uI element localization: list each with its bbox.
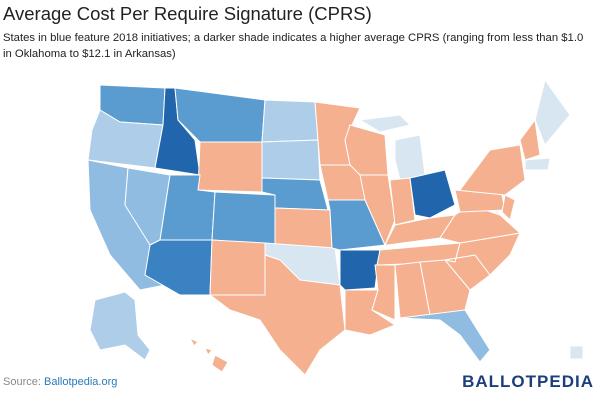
- state: [371, 264, 396, 321]
- state: [358, 114, 411, 133]
- state: [534, 78, 571, 146]
- state: [359, 174, 396, 247]
- state: [204, 347, 213, 356]
- state: [209, 239, 266, 296]
- state: [261, 99, 319, 143]
- state: [501, 194, 516, 221]
- state: [188, 336, 199, 347]
- state: [89, 291, 151, 361]
- source-link[interactable]: Ballotpedia.org: [43, 376, 118, 388]
- state: [211, 191, 276, 246]
- source-label: Source:: [3, 376, 41, 388]
- state: [409, 169, 456, 219]
- state: [519, 118, 541, 161]
- state: [208, 254, 346, 376]
- title: Average Cost Per Require Signature (CPRS…: [3, 3, 372, 24]
- state: [197, 141, 263, 193]
- state: [419, 259, 471, 316]
- state: [454, 144, 526, 196]
- state: [211, 354, 229, 373]
- state: [399, 309, 491, 363]
- states: [87, 78, 584, 376]
- state: [274, 207, 333, 249]
- logo: BALLOTPEDIA: [462, 372, 594, 391]
- state: [439, 204, 522, 244]
- state: [339, 249, 381, 291]
- subtitle: States in blue feature 2018 initiatives;…: [3, 32, 584, 60]
- state: [569, 345, 584, 360]
- state: [389, 177, 416, 226]
- source: Source: Ballotpedia.org: [3, 376, 117, 388]
- state: [261, 139, 321, 181]
- state: [524, 157, 551, 171]
- state: [394, 134, 426, 181]
